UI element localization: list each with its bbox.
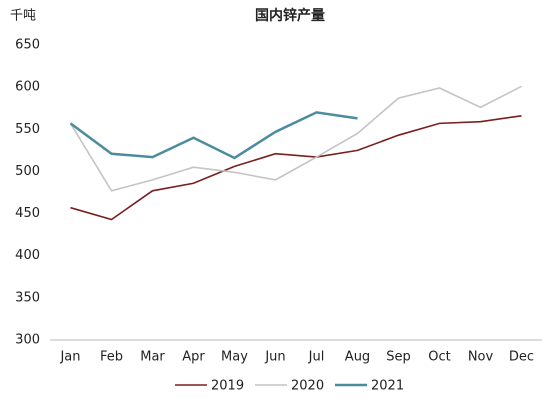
x-tick-label: Nov (468, 350, 494, 365)
y-tick-label: 400 (15, 248, 40, 263)
x-tick-label: Dec (509, 350, 534, 365)
x-tick-label: Jun (264, 350, 285, 365)
x-tick-label: Aug (345, 350, 370, 365)
y-tick-label: 500 (15, 164, 40, 179)
x-tick-label: Mar (140, 350, 165, 365)
y-tick-label: 450 (15, 206, 40, 221)
x-tick-label: Oct (428, 350, 450, 365)
y-axis-label: 千吨 (10, 9, 36, 24)
x-tick-label: May (221, 350, 248, 365)
series-line (70, 115, 522, 221)
y-tick-label: 350 (15, 290, 40, 305)
series-line (69, 111, 358, 160)
x-tick-label: Jul (308, 350, 325, 365)
y-tick-label: 550 (15, 122, 40, 137)
x-tick-label: Apr (182, 350, 205, 365)
x-tick-label: Sep (386, 350, 411, 365)
legend-label: 2021 (371, 379, 404, 394)
series-line (69, 85, 522, 192)
chart-title: 国内锌产量 (255, 7, 325, 24)
y-tick-label: 650 (15, 38, 40, 53)
legend-label: 2019 (211, 379, 244, 394)
legend-label: 2020 (291, 379, 324, 394)
y-tick-label: 600 (15, 80, 40, 95)
y-tick-label: 300 (15, 333, 40, 348)
x-tick-label: Jan (59, 350, 80, 365)
x-tick-label: Feb (100, 350, 123, 365)
